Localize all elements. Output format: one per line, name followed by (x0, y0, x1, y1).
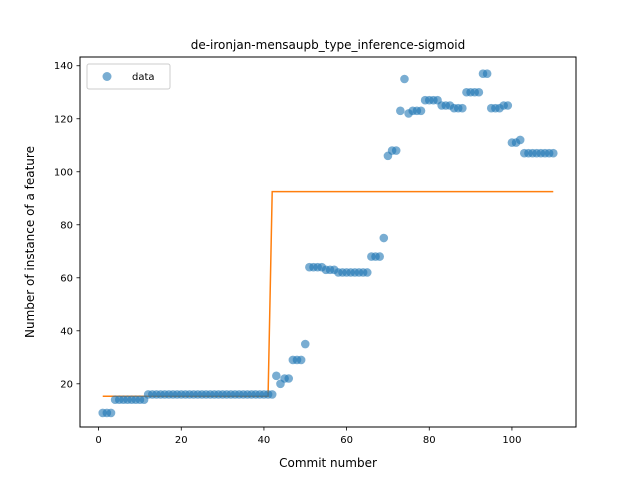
x-axis-label: Commit number (279, 456, 377, 470)
data-point (296, 355, 306, 365)
y-axis-label: Number of instance of a feature (23, 146, 37, 338)
data-points-layer (98, 69, 558, 418)
legend-marker-data (102, 72, 112, 81)
y-tick-label: 100 (54, 167, 73, 178)
data-point (362, 268, 372, 277)
y-tick-label: 40 (60, 326, 73, 337)
data-point (272, 371, 281, 381)
data-point (379, 233, 389, 243)
y-tick-label: 60 (60, 273, 73, 284)
x-tick-label: 0 (95, 435, 101, 446)
data-point (284, 374, 294, 383)
x-tick-label: 80 (423, 435, 436, 446)
data-point (548, 148, 558, 158)
x-tick-label: 100 (502, 435, 521, 446)
data-point (482, 69, 492, 78)
plot-area-frame (79, 56, 577, 428)
data-point (375, 252, 384, 261)
data-point (396, 106, 405, 116)
data-point (300, 339, 310, 349)
data-point (267, 390, 277, 399)
data-point (416, 106, 426, 116)
y-tick-label: 80 (60, 220, 73, 231)
x-tick-label: 40 (258, 435, 271, 446)
y-tick-label: 20 (60, 379, 73, 390)
data-point (106, 408, 116, 418)
data-point (400, 74, 409, 84)
chart-title: de-ironjan-mensaupb_type_inference-sigmo… (191, 38, 466, 52)
x-tick-label: 20 (175, 435, 188, 446)
data-point (474, 87, 484, 97)
legend-box (86, 63, 171, 90)
y-axis-ticks: 20 40 60 80 100 120 140 (54, 61, 80, 390)
data-point (515, 135, 525, 145)
legend-label-data: data (132, 72, 155, 83)
data-point (458, 103, 467, 113)
data-point (391, 146, 401, 155)
data-point (503, 101, 513, 110)
y-tick-label: 140 (54, 61, 73, 72)
x-axis-ticks: 0 20 40 60 80 100 (95, 427, 521, 446)
x-tick-label: 60 (340, 435, 353, 446)
y-tick-label: 120 (54, 114, 73, 125)
legend: data (86, 63, 171, 90)
